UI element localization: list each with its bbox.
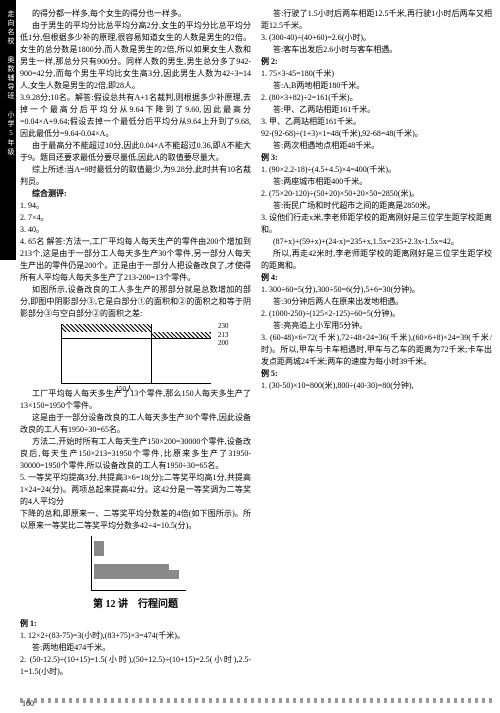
answer: 2. 7×4。 [20, 212, 251, 224]
section-heading: 综合测评: [20, 188, 251, 200]
page-content: 的得分都一样多,每个女生的得分也一样多。 由于男生的平均分比总平均分高2分,女生… [20, 8, 492, 695]
text: 答:30分钟后两人在原来出发地相遇。 [261, 296, 492, 308]
text: 2. (50-12.5)÷(10+15)=1.5(小时),(50+12.5)÷(… [20, 654, 251, 678]
text: 3. 设他们行走x米,李老师距学校的距离刚好是三位学生距学校距离和。 [261, 212, 492, 236]
answer: 3. 40。 [20, 224, 251, 236]
example-heading: 例 5: [261, 368, 492, 380]
text: 92-(92-68)÷(1+3)×1=48(千米),92-68=48(千米)。 [261, 128, 492, 140]
text: 答:两地相距474千米。 [20, 642, 251, 654]
text: 答:亮亮追上小军用5分钟。 [261, 320, 492, 332]
example-heading: 例 1: [20, 618, 251, 630]
text: 答:行驶了1.5小时后两车相距12.5千米,再行驶1小时后两车又相距12.5千米… [261, 8, 492, 32]
example-heading: 例 4: [261, 272, 492, 284]
text: 1. 75×3-45=180(千米) [261, 68, 492, 80]
chart-label: 150人 [116, 384, 134, 395]
text: 下降的总和,即原来一、二等奖平均分数差的4倍(如下图所示)。所以原来一等奖比二等… [20, 508, 251, 532]
text: 1. (30-50)×10=800(米),800÷(40-30)=80(分钟), [261, 380, 492, 392]
text: 如图所示,设备改良的工人多生产的那部分就是总数增加的部分,即图中阴影部分③,它是… [20, 284, 251, 320]
text: 3. (60-48)×6=72(千米),72÷48×24=36(千米),(60×… [261, 332, 492, 368]
text: 这是由于一部分设备改良的工人每天多生产30个零件,因此设备改良的工人有1950÷… [20, 412, 251, 436]
page-number: 160 [22, 698, 34, 710]
text: 2. (80×3+82)÷2=161(千米)。 [261, 92, 492, 104]
text: 工厂平均每人每天多生产了13个零件,那么150人每天多生产了13×150=195… [20, 388, 251, 412]
text: 5. 一等奖平均提高3分,共提高3×6=18(分);二等奖平均高1分,共提高1×… [20, 472, 251, 508]
text: (87+x)+(59+x)+(24-x)=235+x,1.5x=235+2.3x… [261, 236, 492, 248]
text: 3. 甲、乙两站相距161千米。 [261, 116, 492, 128]
footer-decoration [20, 698, 492, 703]
text: 1. 12×2÷(83-75)=3(小时),(83+75)×3=474(千米)。 [20, 630, 251, 642]
text: 所以,再走42米时,李老师距学校的距离刚好是三位学生距学校的距离和。 [261, 248, 492, 272]
text: 4. 65名 解答:方法一,工厂平均每人每天生产的零件由200个增加到213个,… [20, 236, 251, 284]
text: 答:两座城市相距400千米。 [261, 176, 492, 188]
text: 3.9.28分;10名。解答:假设总共有A+1名裁判,则根据多少补原理,去掉一个… [20, 92, 251, 140]
text: 由于男生的平均分比总平均分高2分,女生的平均分比总平均分低1分,但根据多少补的原… [20, 20, 251, 92]
example-heading: 例 2: [261, 56, 492, 68]
text: 2. (1000-250)÷(125×2-125)÷60=5(分钟)。 [261, 308, 492, 320]
sidebar-label: 走向名校 奥数辅导班 小学5年级 [0, 0, 16, 260]
lesson-title: 第 12 讲 行程问题 [20, 597, 251, 612]
text: 答:街民广场和时代超市之间的距离是2850米。 [261, 200, 492, 212]
text: 1. (90×2.2-18)÷(4.5+4.5)×4=400(千米)。 [261, 164, 492, 176]
text: 答:客车出发后2.6小时与客车相遇。 [261, 44, 492, 56]
answer: 1. 94。 [20, 200, 251, 212]
text: 的得分都一样多,每个女生的得分也一样多。 [20, 8, 251, 20]
text: 3. (300-40)÷(40+60)=2.6(小时)。 [261, 32, 492, 44]
bar-chart-2 [86, 536, 186, 591]
example-heading: 例 3: [261, 152, 492, 164]
chart-label: 200 [218, 338, 229, 349]
text: 1. 300÷60=5(分),300÷50=6(分),5+6=30(分钟)。 [261, 284, 492, 296]
text: 答:两次相遇地点相距48千米。 [261, 140, 492, 152]
text: 综上所述:当A=9时最低分的取值最少,为9.28分,此时共有10名裁判员。 [20, 164, 251, 188]
text: 方法二,开始时所有工人每天生产150×200=30000个零件,设备改良后,每天… [20, 436, 251, 472]
text: 2. (75×20-120)÷(50+20)×50+20×50=2850(米)。 [261, 188, 492, 200]
text: 由于最高分不能超过10分,因此0.04×A不能超过0.36,即A不能大于9。题目… [20, 140, 251, 164]
text: 答:A,B两地相距180千米。 [261, 80, 492, 92]
bar-chart-1: 230 213 200 150人 [61, 324, 211, 384]
text: 答:甲、乙两站相距161千米。 [261, 104, 492, 116]
